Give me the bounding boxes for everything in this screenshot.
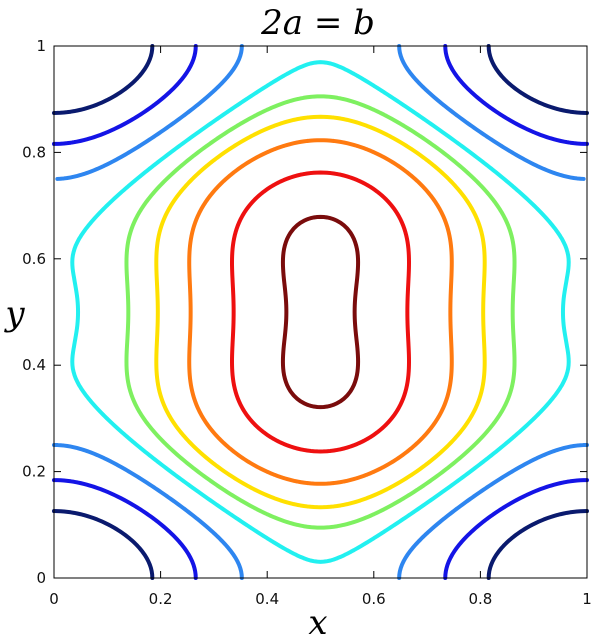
y-axis-label: y [3,294,25,334]
y-tick-label: 0.6 [22,250,46,268]
axis-ticks: 0 0.2 0.4 0.6 0.8 1 0 0.2 0.4 0.6 0.8 1 [22,37,592,608]
contour-level-1 [52,44,589,580]
contour-level-3 [52,44,589,580]
contour-level-4 [70,60,571,564]
x-axis-label: x [308,603,327,638]
contour-level-9 [280,214,361,410]
contour-level-5 [124,94,517,530]
x-tick-label: 0.4 [255,590,279,608]
y-tick-label: 0 [36,569,46,587]
y-tick-label: 0.8 [22,143,46,161]
contour-lines [52,44,589,580]
x-tick-label: 1 [582,590,592,608]
y-tick-label: 0.2 [22,463,46,481]
y-tick-label: 1 [36,37,46,55]
x-tick-label: 0 [49,590,59,608]
x-tick-label: 0.6 [362,590,386,608]
chart-title: 2a = b [260,3,375,43]
contour-level-6 [154,114,487,510]
contour-level-8 [230,170,411,454]
y-tick-label: 0.4 [22,356,46,374]
x-tick-label: 0.2 [149,590,173,608]
contour-level-2 [52,44,589,580]
x-tick-label: 0.8 [468,590,492,608]
plot-frame [53,45,588,579]
contour-level-7 [187,138,454,486]
